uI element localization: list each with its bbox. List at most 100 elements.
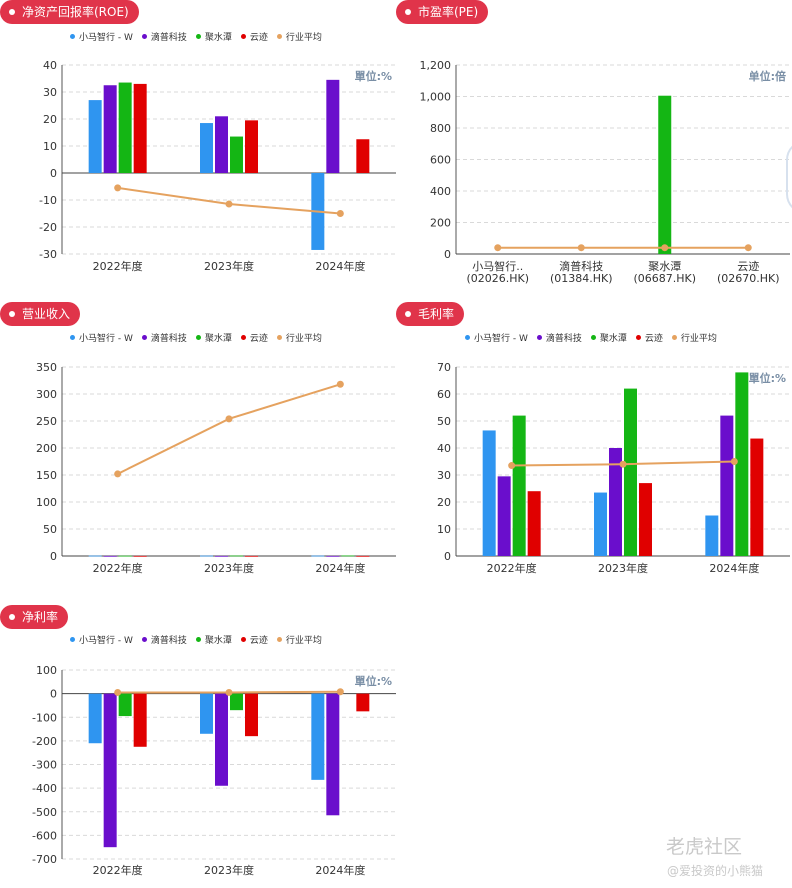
legend-dot-icon bbox=[141, 637, 147, 642]
x-tick-label: 2022年度 bbox=[93, 561, 143, 575]
y-tick-label: 0 bbox=[50, 550, 57, 563]
y-tick-label: 10 bbox=[437, 523, 451, 536]
legend-item[interactable]: 聚水潭 bbox=[195, 30, 232, 43]
bar bbox=[118, 82, 132, 173]
average-point bbox=[494, 244, 502, 252]
watermark-brand: 老虎社区 bbox=[666, 836, 743, 858]
bar bbox=[609, 448, 622, 556]
unit-label: 單位:% bbox=[749, 371, 786, 385]
y-tick-label: -20 bbox=[39, 221, 57, 234]
bar bbox=[103, 693, 117, 848]
legend-item[interactable]: 小马智行 - W bbox=[70, 331, 133, 344]
legend-label: 滴普科技 bbox=[545, 334, 582, 344]
legend-item[interactable]: 小马智行 - W bbox=[465, 331, 528, 344]
bar bbox=[133, 693, 147, 747]
bar bbox=[750, 438, 764, 556]
bar bbox=[326, 79, 340, 173]
legend-label: 滴普科技 bbox=[150, 334, 187, 344]
legend-label: 聚水潭 bbox=[599, 334, 627, 344]
y-tick-label: -100 bbox=[32, 711, 57, 724]
bar bbox=[326, 555, 340, 557]
legend-dot-icon bbox=[536, 335, 542, 340]
legend-item[interactable]: 滴普科技 bbox=[141, 331, 187, 344]
y-tick-label: 200 bbox=[36, 442, 57, 455]
revenue-legend[interactable]: 小马智行 - W 滴普科技 聚水潭 云迹 行业平均 bbox=[70, 331, 331, 344]
legend-item[interactable]: 行业平均 bbox=[671, 331, 717, 344]
bar bbox=[497, 476, 511, 556]
y-tick-label: -500 bbox=[32, 806, 57, 819]
legend-item[interactable]: 聚水潭 bbox=[195, 331, 232, 344]
legend-item[interactable]: 滴普科技 bbox=[141, 30, 187, 43]
average-point bbox=[619, 460, 627, 468]
average-point bbox=[225, 200, 233, 208]
x-tick-label: 滴普科技 bbox=[559, 259, 603, 273]
legend-item[interactable]: 云迹 bbox=[635, 331, 663, 344]
average-point bbox=[744, 244, 752, 252]
bar bbox=[118, 693, 132, 717]
legend-item[interactable]: 聚水潭 bbox=[590, 331, 627, 344]
legend-dot-icon bbox=[465, 335, 470, 340]
legend-item[interactable]: 行业平均 bbox=[276, 331, 322, 344]
legend-item[interactable]: 聚水潭 bbox=[195, 633, 232, 646]
legend-label: 云迹 bbox=[249, 33, 268, 43]
average-point bbox=[336, 688, 344, 696]
legend-dot-icon bbox=[590, 335, 596, 340]
average-point bbox=[730, 458, 738, 465]
y-tick-label: -700 bbox=[32, 853, 57, 866]
legend-label: 小马智行 - W bbox=[79, 33, 133, 43]
legend-dot-icon bbox=[276, 34, 282, 39]
gross-title-pill: 毛利率 bbox=[396, 302, 465, 326]
y-tick-label: -300 bbox=[32, 759, 57, 772]
legend-label: 行业平均 bbox=[285, 334, 322, 344]
bar bbox=[215, 555, 228, 557]
legend-item[interactable]: 云迹 bbox=[240, 633, 268, 646]
gross-chart: 70 60 50 40 30 20 10 0 2022年度 2023年度 2024年度 單位:% bbox=[437, 361, 790, 575]
legend-item[interactable]: 小马智行 - W bbox=[70, 633, 133, 646]
legend-dot-icon bbox=[141, 335, 147, 340]
x-tick-label: 2023年度 bbox=[598, 561, 648, 575]
bar bbox=[200, 123, 213, 173]
bar bbox=[88, 693, 102, 744]
bar bbox=[230, 693, 243, 711]
net-legend[interactable]: 小马智行 - W 滴普科技 聚水潭 云迹 行业平均 bbox=[70, 633, 331, 646]
legend-label: 云迹 bbox=[249, 636, 268, 646]
net-title-pill: 净利率 bbox=[0, 605, 69, 629]
y-tick-label: 20 bbox=[43, 113, 57, 126]
legend-item[interactable]: 小马智行 - W bbox=[70, 30, 133, 43]
y-tick-label: 50 bbox=[437, 415, 451, 428]
average-point bbox=[225, 688, 233, 696]
legend-label: 小马智行 - W bbox=[79, 636, 133, 646]
bar bbox=[118, 555, 132, 557]
legend-dot-icon bbox=[635, 335, 641, 340]
legend-item[interactable]: 行业平均 bbox=[276, 633, 322, 646]
bar bbox=[215, 693, 228, 786]
legend-dot-icon bbox=[195, 637, 201, 642]
x-tick-label: 聚水潭 bbox=[648, 260, 681, 273]
bar bbox=[326, 693, 340, 816]
roe-legend[interactable]: 小马智行 - W 滴普科技 聚水潭 云迹 行业平均 bbox=[70, 30, 331, 43]
y-tick-label: 800 bbox=[430, 122, 451, 135]
legend-item[interactable]: 滴普科技 bbox=[536, 331, 582, 344]
legend-item[interactable]: 行业平均 bbox=[276, 30, 322, 43]
bar bbox=[512, 415, 526, 556]
legend-item[interactable]: 云迹 bbox=[240, 30, 268, 43]
y-tick-label: 0 bbox=[444, 248, 451, 261]
y-tick-label: 70 bbox=[437, 361, 451, 374]
y-tick-label: 100 bbox=[36, 664, 57, 677]
y-tick-label: 0 bbox=[50, 167, 57, 180]
y-tick-label: 1,200 bbox=[420, 59, 452, 72]
bar bbox=[200, 555, 213, 557]
y-tick-label: 50 bbox=[43, 523, 57, 536]
unit-label: 單位:% bbox=[355, 69, 392, 83]
legend-dot-icon bbox=[671, 335, 677, 340]
legend-item[interactable]: 云迹 bbox=[240, 331, 268, 344]
bar bbox=[356, 139, 370, 173]
legend-label: 云迹 bbox=[644, 334, 663, 344]
gross-legend[interactable]: 小马智行 - W 滴普科技 聚水潭 云迹 行业平均 bbox=[465, 331, 726, 344]
y-tick-label: 40 bbox=[43, 59, 57, 72]
average-point bbox=[225, 415, 233, 423]
y-tick-label: 40 bbox=[437, 442, 451, 455]
bar bbox=[133, 555, 147, 557]
y-tick-label: -600 bbox=[32, 829, 57, 842]
legend-item[interactable]: 滴普科技 bbox=[141, 633, 187, 646]
